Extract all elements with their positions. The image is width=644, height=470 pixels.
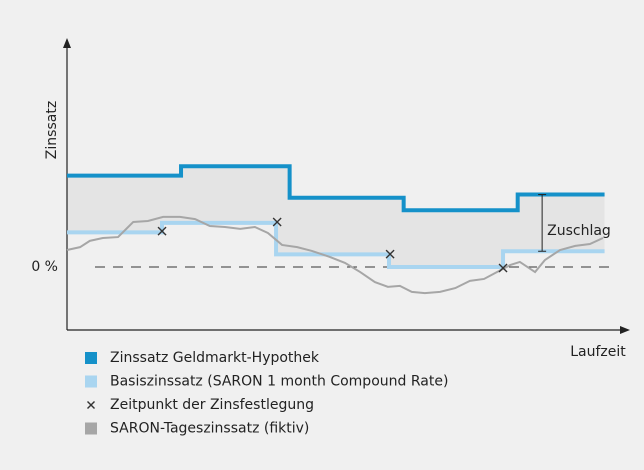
series-line [67,164,605,213]
x-axis-arrow [620,326,630,334]
legend-label: Basiszinssatz (SARON 1 month Compound Ra… [110,374,448,390]
series-line [66,215,604,295]
series-line [67,220,605,269]
x-marker [498,263,508,273]
marker-stroke [157,226,167,236]
x-marker [87,401,95,409]
x-marker [272,217,282,227]
y-axis-arrow [63,38,71,48]
y-axis-label: Zinssatz [44,101,60,159]
legend-label: Zeitpunkt der Zinsfestlegung [110,397,314,413]
marker-stroke [385,249,395,259]
y-tick-label: 0 % [31,259,58,275]
legend-swatch [85,375,97,388]
legend-swatch [85,352,97,364]
x-marker [385,249,395,259]
legend-label: SARON-Tageszinssatz (fiktiv) [110,421,309,437]
marker-stroke [498,263,508,273]
legend-label: Zinssatz Geldmarkt-Hypothek [110,350,320,366]
marker-stroke [272,217,282,227]
annotation: Zuschlag [547,223,611,239]
x-marker [157,226,167,236]
legend-swatch [85,422,97,435]
spread-area [67,166,605,267]
x-axis-label: Laufzeit [570,344,626,360]
marker-stroke [87,401,95,409]
